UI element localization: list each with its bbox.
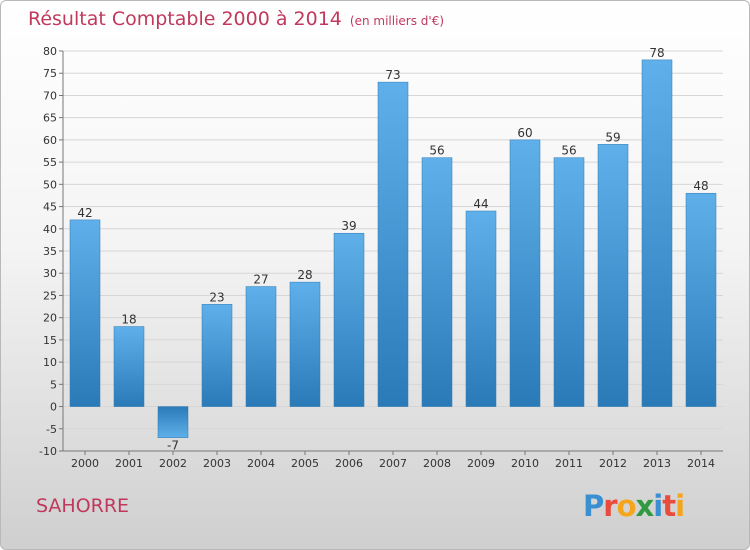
bar [597, 144, 629, 407]
bar [509, 139, 541, 407]
bar-value-label: 78 [649, 46, 664, 60]
x-tick-label: 2012 [599, 457, 627, 470]
y-tick-label: 35 [43, 245, 57, 258]
x-tick-label: 2000 [71, 457, 99, 470]
x-tick-label: 2004 [247, 457, 275, 470]
bar [377, 81, 409, 407]
bar [69, 219, 101, 407]
y-tick-label: 55 [43, 156, 57, 169]
bar-value-label: 18 [121, 313, 136, 327]
y-tick-label: 0 [50, 401, 57, 414]
x-tick-label: 2009 [467, 457, 495, 470]
bar-value-label: -7 [167, 439, 179, 453]
y-tick-label: -10 [39, 445, 57, 458]
bar-value-label: 56 [561, 144, 576, 158]
bar-value-label: 60 [517, 126, 532, 140]
bar-value-label: 39 [341, 219, 356, 233]
x-tick-label: 2008 [423, 457, 451, 470]
bar [465, 210, 497, 407]
x-tick-label: 2005 [291, 457, 319, 470]
x-tick-label: 2002 [159, 457, 187, 470]
bar [289, 281, 321, 407]
y-tick-label: 25 [43, 289, 57, 302]
x-tick-label: 2014 [687, 457, 715, 470]
town-name: SAHORRE [36, 495, 130, 517]
bar-value-label: 27 [253, 273, 268, 287]
bar [333, 232, 365, 407]
x-tick-label: 2013 [643, 457, 671, 470]
y-tick-label: 10 [43, 356, 57, 369]
bar [421, 157, 453, 407]
chart-title: Résultat Comptable 2000 à 2014 (en millie… [28, 8, 445, 30]
bar [641, 59, 673, 407]
bar-value-label: 23 [209, 290, 224, 304]
y-tick-label: 70 [43, 89, 57, 102]
y-tick-label: 40 [43, 223, 57, 236]
bar [245, 286, 277, 407]
y-tick-label: 5 [50, 378, 57, 391]
y-tick-label: 50 [43, 178, 57, 191]
bar-value-label: 59 [605, 130, 620, 144]
bar-value-label: 44 [473, 197, 488, 211]
y-tick-label: 20 [43, 312, 57, 325]
y-tick-label: 65 [43, 112, 57, 125]
y-tick-label: 30 [43, 267, 57, 280]
y-tick-label: 45 [43, 201, 57, 214]
bar-value-label: 48 [693, 179, 708, 193]
y-tick-label: -5 [46, 423, 57, 436]
x-tick-label: 2011 [555, 457, 583, 470]
y-tick-label: 15 [43, 334, 57, 347]
bar [553, 157, 585, 407]
x-tick-label: 2003 [203, 457, 231, 470]
bar-value-label: 28 [297, 268, 312, 282]
y-tick-label: 60 [43, 134, 57, 147]
x-tick-label: 2001 [115, 457, 143, 470]
bar [113, 326, 145, 407]
y-tick-label: 75 [43, 67, 57, 80]
x-tick-label: 2010 [511, 457, 539, 470]
bar [685, 192, 717, 407]
proxiti-logo[interactable]: Proxiti [583, 489, 685, 523]
bar-value-label: 56 [429, 144, 444, 158]
chart-subtitle: (en milliers d'€) [349, 14, 445, 28]
bar [157, 406, 189, 438]
x-tick-label: 2006 [335, 457, 363, 470]
bar-value-label: 73 [385, 68, 400, 82]
bar [201, 304, 233, 407]
x-tick-label: 2007 [379, 457, 407, 470]
y-tick-label: 80 [43, 45, 57, 58]
bar-value-label: 42 [77, 206, 92, 220]
